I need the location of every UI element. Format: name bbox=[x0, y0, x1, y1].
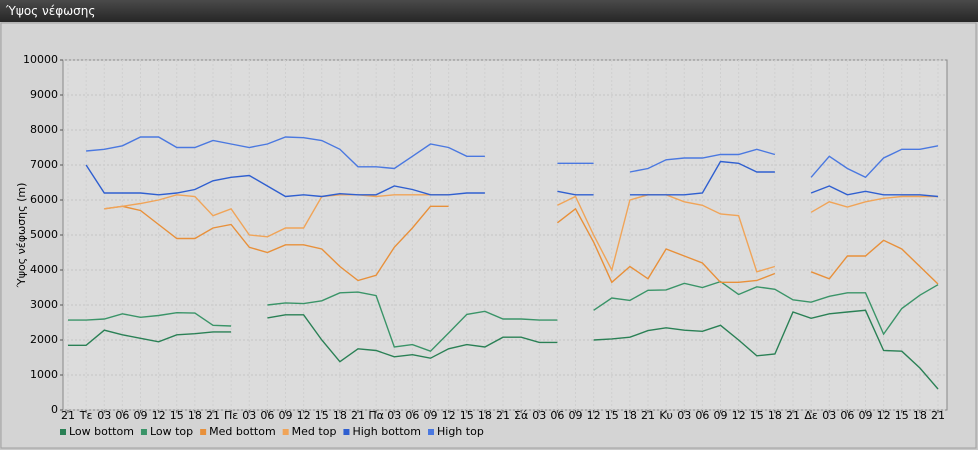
x-tick-label: 15 bbox=[460, 409, 474, 422]
x-tick-label: 18 bbox=[913, 409, 927, 422]
x-tick-label: 18 bbox=[768, 409, 782, 422]
y-tick-label: 10000 bbox=[23, 53, 58, 66]
x-tick-label: 09 bbox=[134, 409, 148, 422]
x-tick-label: 18 bbox=[623, 409, 637, 422]
x-tick-label: 09 bbox=[714, 409, 728, 422]
x-tick-label: 03 bbox=[242, 409, 256, 422]
x-tick-label: 15 bbox=[170, 409, 184, 422]
y-tick-label: 7000 bbox=[30, 158, 58, 171]
x-tick-label: 12 bbox=[877, 409, 891, 422]
legend-swatch bbox=[140, 429, 147, 435]
legend-swatch bbox=[200, 429, 207, 435]
x-tick-label: 06 bbox=[550, 409, 564, 422]
window-title-bar: Ύψος νέφωσης bbox=[0, 0, 978, 22]
x-tick-label: 21 bbox=[786, 409, 800, 422]
x-tick-label: 21 bbox=[206, 409, 220, 422]
x-tick-label: 21 bbox=[61, 409, 75, 422]
x-tick-label: 03 bbox=[387, 409, 401, 422]
x-tick-label: 15 bbox=[750, 409, 764, 422]
x-tick-label: Κυ bbox=[659, 409, 673, 422]
x-tick-label: 06 bbox=[115, 409, 129, 422]
series-line bbox=[85, 160, 939, 198]
y-axis-label: Ύψος νέφωσης (m) bbox=[15, 183, 28, 289]
x-tick-label: Σά bbox=[514, 409, 528, 422]
legend-label: Med bottom bbox=[209, 425, 276, 438]
x-tick-label: 06 bbox=[405, 409, 419, 422]
x-tick-label: 18 bbox=[188, 409, 202, 422]
legend-label: Low bottom bbox=[69, 425, 134, 438]
y-tick-label: 3000 bbox=[30, 298, 58, 311]
y-tick-label: 8000 bbox=[30, 123, 58, 136]
x-tick-label: Δε bbox=[804, 409, 818, 422]
y-tick-label: 1000 bbox=[30, 368, 58, 381]
x-tick-label: 06 bbox=[840, 409, 854, 422]
legend-label: Low top bbox=[150, 425, 193, 438]
x-tick-label: 21 bbox=[351, 409, 365, 422]
x-tick-label: 15 bbox=[315, 409, 329, 422]
x-tick-label: 06 bbox=[260, 409, 274, 422]
series-line bbox=[104, 205, 939, 285]
x-tick-label: 15 bbox=[605, 409, 619, 422]
y-tick-label: 2000 bbox=[30, 333, 58, 346]
x-tick-label: 09 bbox=[424, 409, 438, 422]
x-tick-label: 06 bbox=[695, 409, 709, 422]
legend-label: High bottom bbox=[352, 425, 421, 438]
y-tick-label: 4000 bbox=[30, 263, 58, 276]
x-tick-label: 03 bbox=[677, 409, 691, 422]
x-tick-label: 21 bbox=[931, 409, 945, 422]
legend-swatch bbox=[343, 429, 350, 435]
x-tick-label: 03 bbox=[532, 409, 546, 422]
x-tick-label: 21 bbox=[641, 409, 655, 422]
series-line bbox=[68, 280, 939, 353]
y-tick-label: 5000 bbox=[30, 228, 58, 241]
x-tick-label: 12 bbox=[587, 409, 601, 422]
x-tick-label: Πε bbox=[224, 409, 238, 422]
x-tick-label: 15 bbox=[895, 409, 909, 422]
legend-label: High top bbox=[437, 425, 484, 438]
window-title: Ύψος νέφωσης bbox=[6, 4, 96, 18]
legend-swatch bbox=[60, 429, 66, 435]
x-tick-label: Πα bbox=[368, 409, 384, 422]
x-tick-label: 18 bbox=[333, 409, 347, 422]
x-tick-label: 18 bbox=[478, 409, 492, 422]
x-tick-label: 12 bbox=[297, 409, 311, 422]
x-tick-label: 09 bbox=[569, 409, 583, 422]
y-tick-label: 9000 bbox=[30, 88, 58, 101]
x-tick-label: 03 bbox=[822, 409, 836, 422]
x-tick-label: 12 bbox=[152, 409, 166, 422]
y-tick-label: 0 bbox=[51, 403, 58, 416]
x-tick-label: 03 bbox=[97, 409, 111, 422]
x-tick-label: 09 bbox=[859, 409, 873, 422]
x-tick-label: 12 bbox=[732, 409, 746, 422]
legend-swatch bbox=[282, 429, 289, 435]
x-tick-label: 09 bbox=[279, 409, 293, 422]
x-tick-label: 12 bbox=[442, 409, 456, 422]
y-tick-label: 6000 bbox=[30, 193, 58, 206]
chart: Ύψος νέφωσης (m) 0 1000 2000 3000 4000 5000 60… bbox=[0, 22, 977, 449]
legend-label: Med top bbox=[292, 425, 337, 438]
series-line bbox=[68, 309, 939, 390]
x-tick-label: 21 bbox=[496, 409, 510, 422]
legend-swatch bbox=[428, 429, 434, 435]
series-line bbox=[86, 136, 939, 179]
x-tick-label: Τε bbox=[79, 409, 93, 422]
